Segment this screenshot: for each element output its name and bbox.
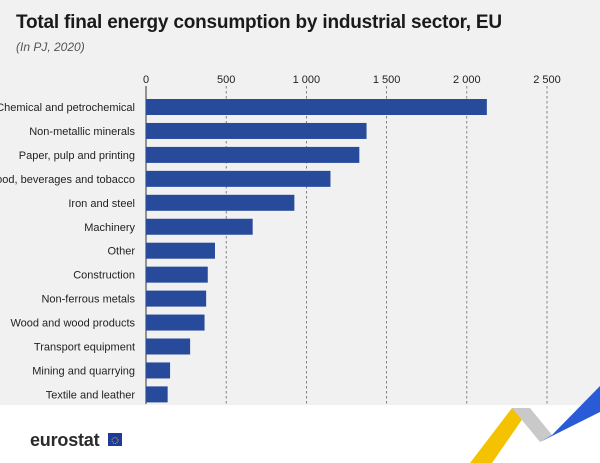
x-tick-label: 2 000 [453, 74, 481, 86]
chart-subtitle: (In PJ, 2020) [16, 40, 85, 54]
decoration-gray-stripe [512, 408, 552, 442]
bar [146, 218, 253, 235]
x-tick-label: 1 500 [373, 74, 401, 86]
y-category-label: Food, beverages and tobacco [0, 174, 135, 186]
y-category-label: Paper, pulp and printing [19, 150, 135, 162]
y-category-label: Wood and wood products [10, 318, 135, 330]
eurostat-logo: eurostat [30, 430, 100, 450]
y-category-label: Machinery [84, 222, 135, 234]
x-tick-label: 500 [217, 74, 235, 86]
bar [146, 386, 168, 403]
bar [146, 242, 215, 259]
y-category-label: Transport equipment [34, 342, 135, 354]
y-category-label: Mining and quarrying [32, 365, 135, 377]
x-tick-label: 2 500 [533, 74, 561, 86]
y-category-label: Iron and steel [68, 198, 135, 210]
decoration-blue-stripe [540, 386, 600, 442]
bar [146, 122, 367, 139]
bar [146, 338, 191, 355]
bar [146, 314, 205, 331]
eu-flag-icon [108, 433, 122, 446]
y-category-label: Textile and leather [46, 389, 136, 401]
bar [146, 146, 360, 163]
y-category-label: Chemical and petrochemical [0, 102, 135, 114]
bar [146, 266, 208, 283]
y-category-label: Other [107, 246, 135, 258]
eurostat-decoration [470, 386, 600, 463]
y-category-label: Construction [73, 270, 135, 282]
bar [146, 170, 331, 187]
bar [146, 194, 295, 211]
x-tick-label: 0 [143, 74, 149, 86]
bar [146, 362, 171, 379]
bar [146, 99, 487, 115]
x-tick-label: 1 000 [293, 74, 321, 86]
bar [146, 290, 207, 307]
y-category-label: Non-metallic minerals [29, 126, 135, 138]
y-category-label: Non-ferrous metals [41, 294, 135, 306]
decoration-yellow-stripe [470, 408, 530, 463]
chart-title: Total final energy consumption by indust… [16, 12, 502, 33]
bar-chart: 0 500 1 000 1 500 2 000 2 500 Chemical and pet… [0, 74, 561, 404]
